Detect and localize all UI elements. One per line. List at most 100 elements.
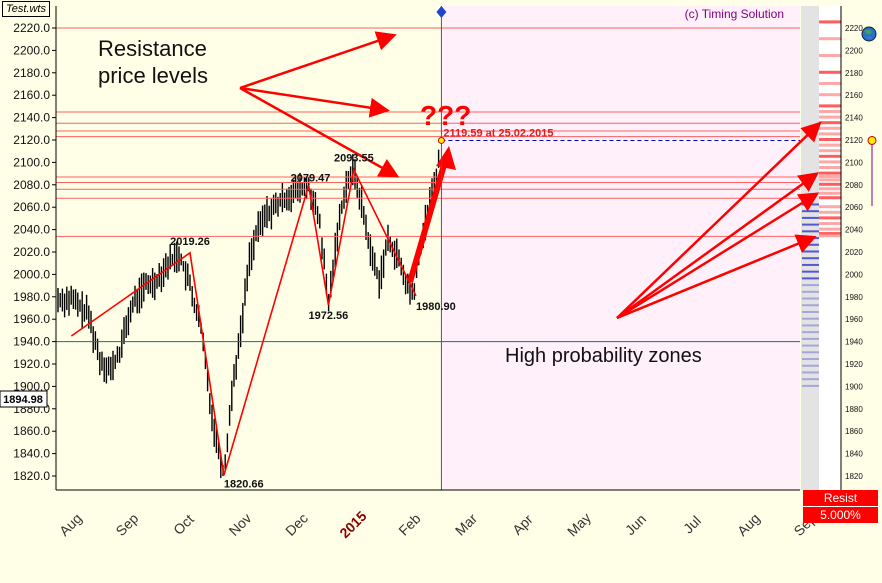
- blue-band-2020: [802, 250, 819, 253]
- y-tick-label: 2080.0: [13, 178, 50, 192]
- red-band-5: [819, 93, 841, 97]
- red-band-11: [819, 132, 841, 136]
- right-tick-label: 2000: [845, 270, 863, 279]
- arrow-resist-1: [239, 31, 397, 90]
- blue-band-1912: [802, 371, 819, 374]
- right-tick-label: 1880: [845, 405, 863, 414]
- red-band-28: [819, 222, 841, 225]
- red-band-10: [819, 126, 841, 130]
- y-tick-label: 1960.0: [13, 312, 50, 326]
- month-label-9: May: [564, 509, 594, 539]
- blue-band-1972: [802, 304, 819, 307]
- arrow-zone-1: [616, 121, 822, 319]
- resist-value: 5.000%: [803, 506, 878, 523]
- right-tick-label: 1860: [845, 427, 863, 436]
- blue-band-1978: [802, 297, 819, 300]
- red-band-30: [819, 232, 841, 236]
- resist-legend: Resist 5.000%: [803, 490, 878, 523]
- right-tick-label: 1960: [845, 315, 863, 324]
- right-tick-label: 2140: [845, 114, 863, 123]
- annotation-question: ???: [420, 100, 471, 131]
- y-tick-label: 2220.0: [13, 21, 50, 35]
- red-band-26: [819, 210, 841, 214]
- blue-band-1948: [802, 331, 819, 334]
- red-band-3: [819, 70, 841, 74]
- right-tick-label: 2160: [845, 91, 863, 100]
- red-band-2: [819, 54, 841, 57]
- right-tick-label: 2100: [845, 158, 863, 167]
- annotation-arrows: [239, 31, 822, 320]
- y-tick-label: 2060.0: [13, 200, 50, 214]
- red-band-21: [819, 182, 841, 186]
- red-band-14: [819, 149, 841, 153]
- right-tick-label: 1980: [845, 293, 863, 302]
- axes: [52, 6, 842, 491]
- pivot-label-1: 1820.66: [224, 478, 264, 490]
- month-label-8: Apr: [509, 511, 536, 538]
- month-label-6: Feb: [395, 510, 424, 539]
- red-band-20: [819, 178, 841, 182]
- y-tick-label: 2180.0: [13, 66, 50, 80]
- month-label-5: 2015: [336, 508, 369, 541]
- red-band-29: [819, 227, 841, 231]
- target-label: 2119.59 at 25.02.2015: [443, 127, 553, 139]
- red-band-4: [819, 82, 841, 85]
- right-tick-label: 2080: [845, 181, 863, 190]
- arrow-resist-2: [239, 86, 390, 118]
- y-tick-label: 2020.0: [13, 245, 50, 259]
- blue-band-2050: [802, 216, 819, 219]
- forecast-region: [441, 6, 800, 490]
- y-tick-label: 2040.0: [13, 223, 50, 237]
- file-label[interactable]: Test.wts: [2, 1, 50, 17]
- blue-band-2008: [802, 263, 819, 266]
- red-band-7: [819, 110, 841, 113]
- pivot-label-4: 2093.55: [334, 153, 374, 165]
- red-band-19: [819, 174, 841, 178]
- annotation-price-levels: price levels: [98, 63, 208, 88]
- right-tick-label: 2040: [845, 226, 863, 235]
- y-tick-label: 1840.0: [13, 447, 50, 461]
- y-tick-label: 2200.0: [13, 43, 50, 57]
- y-tick-label: 1860.0: [13, 424, 50, 438]
- blue-band-1996: [802, 277, 819, 280]
- y-tick-label: 2140.0: [13, 111, 50, 125]
- y-tick-label: 1940.0: [13, 335, 50, 349]
- zigzag-polyline: [70, 167, 417, 476]
- month-label-0: Aug: [56, 510, 85, 539]
- arrow-zone-4: [616, 234, 817, 320]
- y-tick-label: 1900.0: [13, 379, 50, 393]
- annotation-resistance: Resistance: [98, 36, 207, 61]
- blue-band-1918: [802, 364, 819, 367]
- red-band-6: [819, 104, 841, 108]
- right-tick-label: 1920: [845, 360, 863, 369]
- month-label-11: Jul: [680, 512, 704, 536]
- month-label-4: Dec: [282, 510, 311, 539]
- right-tick-label: 1820: [845, 472, 863, 481]
- blue-band-1942: [802, 337, 819, 340]
- blue-band-1924: [802, 358, 819, 361]
- blue-band-1960: [802, 317, 819, 320]
- blue-band-1990: [802, 284, 819, 287]
- red-band-0: [819, 20, 841, 24]
- blue-band-2014: [802, 257, 819, 260]
- red-band-27: [819, 216, 841, 220]
- right-tick-label: 2120: [845, 136, 863, 145]
- arrow-zone-3: [616, 192, 820, 320]
- forecast-arrow-shaft: [407, 157, 449, 283]
- pivot-label-0: 2019.26: [170, 236, 210, 248]
- target-dot: [437, 136, 445, 144]
- pivot-label-2: 2079.47: [291, 172, 331, 184]
- red-band-17: [819, 166, 841, 169]
- red-band-23: [819, 191, 841, 195]
- right-tick-label: 2200: [845, 46, 863, 55]
- right-tick-label: 2180: [845, 69, 863, 78]
- blue-band-1900: [802, 384, 819, 387]
- chart-background: [56, 6, 841, 490]
- red-band-16: [819, 160, 841, 164]
- blue-band-1930: [802, 351, 819, 354]
- blue-band-1984: [802, 290, 819, 293]
- pivot-label-5: 1980.90: [416, 301, 456, 313]
- right-tick-label: 1840: [845, 450, 863, 459]
- red-band-9: [819, 121, 841, 125]
- target-dot-right: [867, 135, 877, 145]
